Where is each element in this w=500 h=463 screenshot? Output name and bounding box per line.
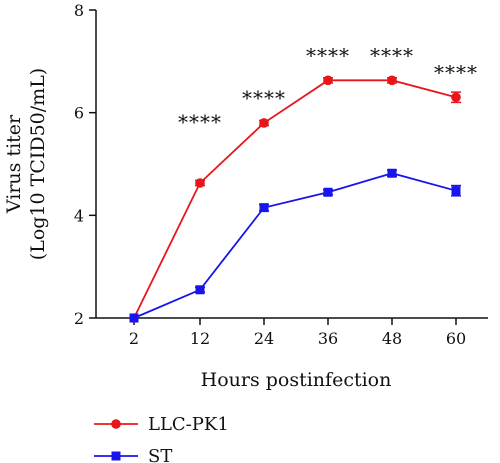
legend-entry: ST: [94, 446, 172, 463]
data-point: [451, 92, 461, 103]
data-point: [387, 168, 397, 178]
y-tick-label: 4: [74, 206, 84, 225]
x-tick-label: 60: [446, 329, 466, 348]
y-axis-title-line: Virus titer: [3, 114, 25, 214]
y-axis-title: Virus titer (Log10 TCID50/mL): [3, 68, 49, 260]
significance-label: ****: [178, 110, 222, 134]
legend-label: LLC-PK1: [148, 414, 229, 435]
data-point: [195, 178, 205, 188]
x-tick-label: 2: [129, 329, 139, 348]
x-tick-label: 36: [318, 329, 338, 348]
series-st: [129, 168, 461, 323]
series-line: [133, 172, 457, 319]
significance-label: ****: [370, 43, 414, 67]
x-tick-label: 24: [254, 329, 274, 348]
data-point: [387, 75, 397, 86]
data-point: [451, 186, 461, 196]
plot-area: **** **** **** **** ****: [129, 43, 478, 323]
data-point: [323, 75, 333, 86]
y-tick-label: 2: [74, 309, 84, 328]
data-point: [195, 285, 205, 295]
series-line: [133, 79, 457, 319]
legend-marker: [111, 419, 121, 429]
y-tick-label: 6: [74, 104, 84, 123]
x-axis-title: Hours postinfection: [201, 369, 392, 391]
significance-label: ****: [306, 43, 350, 67]
data-point: [259, 203, 269, 213]
x-tick-label: 48: [382, 329, 402, 348]
x-tick-label: 12: [190, 329, 210, 348]
y-tick-label: 8: [74, 1, 84, 20]
legend: LLC-PK1 ST: [94, 414, 229, 463]
data-point: [323, 187, 333, 197]
significance-label: ****: [242, 86, 286, 110]
data-point: [129, 313, 139, 323]
legend-entry: LLC-PK1: [94, 414, 229, 435]
legend-marker: [111, 451, 121, 461]
legend-label: ST: [148, 446, 172, 463]
data-point: [259, 118, 269, 128]
significance-label: ****: [434, 60, 478, 84]
y-axis-title-line: (Log10 TCID50/mL): [27, 68, 49, 260]
